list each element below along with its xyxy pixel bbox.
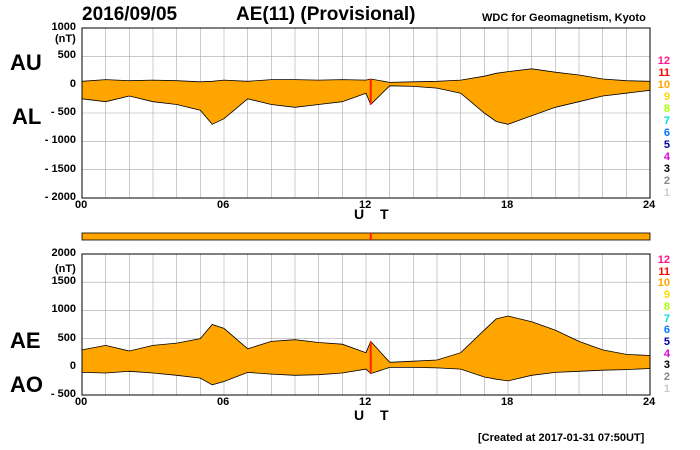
x-tick-label: 06 — [217, 396, 230, 408]
legend-entry: 3 — [663, 163, 670, 175]
unit-label-top: (nT) — [55, 33, 76, 45]
legend-entry: 7 — [663, 312, 670, 325]
y-tick-label: - 1500 — [44, 162, 76, 175]
series-line-al — [81, 85, 651, 125]
x-tick-label: 06 — [217, 199, 230, 211]
x-tick-label: 12 — [359, 199, 372, 211]
x-tick-label: 24 — [643, 396, 656, 408]
legend-entry: 12 — [657, 55, 670, 67]
upper-index-label-top: AU — [10, 50, 42, 75]
data-band-fill — [82, 316, 650, 385]
y-tick-label: 500 — [57, 331, 76, 344]
unit-label-bottom: (nT) — [55, 263, 76, 275]
x-tick-label: 12 — [359, 396, 372, 408]
series-line-au — [81, 68, 651, 83]
y-tick-label: 1000 — [51, 21, 76, 33]
plot-frame — [81, 27, 651, 199]
series-line-ao — [81, 366, 651, 386]
y-tick-label: 1500 — [51, 275, 76, 288]
legend-entry: 5 — [663, 139, 670, 151]
y-tick-label: 2000 — [51, 247, 76, 259]
x-tick-label: 18 — [501, 396, 514, 408]
x-axis-label-top: U T — [354, 206, 395, 222]
legend-entry: 1 — [663, 187, 670, 199]
x-tick-label: 00 — [75, 396, 88, 408]
legend-entry: 9 — [663, 91, 670, 103]
x-tick-label: 00 — [75, 199, 88, 211]
legend-entry: 7 — [663, 115, 670, 127]
lower-index-label-bottom: AO — [10, 372, 43, 397]
upper-index-label-bottom: AE — [10, 328, 41, 353]
chart-date: 2016/09/05 — [82, 4, 178, 25]
y-tick-label: 0 — [69, 77, 76, 90]
series-line-ae — [81, 315, 651, 363]
data-source: WDC for Geomagnetism, Kyoto — [482, 12, 646, 24]
y-tick-label: - 500 — [50, 106, 76, 118]
data-band-fill — [82, 68, 650, 125]
x-tick-label: 18 — [501, 199, 514, 211]
y-tick-label: 1000 — [51, 303, 76, 316]
legend-entry: 6 — [663, 127, 670, 139]
y-tick-label: 0 — [69, 359, 76, 372]
y-tick-label: 500 — [57, 49, 76, 62]
lower-index-label-top: AL — [12, 104, 42, 129]
created-timestamp: [Created at 2017-01-31 07:50UT] — [478, 432, 645, 444]
legend-entry: 2 — [663, 371, 670, 383]
legend-entry: 8 — [663, 300, 670, 313]
legend-entry: 9 — [663, 289, 670, 302]
legend-entry: 8 — [663, 103, 670, 115]
y-tick-label: - 1000 — [44, 134, 76, 147]
legend-entry: 5 — [663, 335, 670, 348]
legend-entry: 10 — [657, 277, 670, 290]
legend-entry: 4 — [663, 151, 670, 163]
legend-entry: 6 — [663, 324, 670, 337]
legend-entry: 4 — [663, 347, 670, 360]
y-tick-label: - 500 — [50, 388, 76, 400]
status-strip — [81, 232, 651, 241]
legend-entry: 10 — [657, 79, 670, 91]
legend-entry: 1 — [663, 382, 670, 395]
x-axis-label-bottom: U T — [354, 407, 395, 423]
legend-entry: 2 — [663, 175, 670, 187]
legend-entry: 3 — [663, 359, 670, 372]
y-tick-label: - 2000 — [44, 191, 76, 203]
chart-title: AE(11) (Provisional) — [236, 4, 416, 25]
legend-entry: 12 — [657, 254, 670, 266]
x-tick-label: 24 — [643, 199, 656, 211]
legend-entry: 11 — [658, 265, 670, 278]
plot-frame — [81, 253, 651, 396]
legend-entry: 11 — [658, 67, 670, 79]
